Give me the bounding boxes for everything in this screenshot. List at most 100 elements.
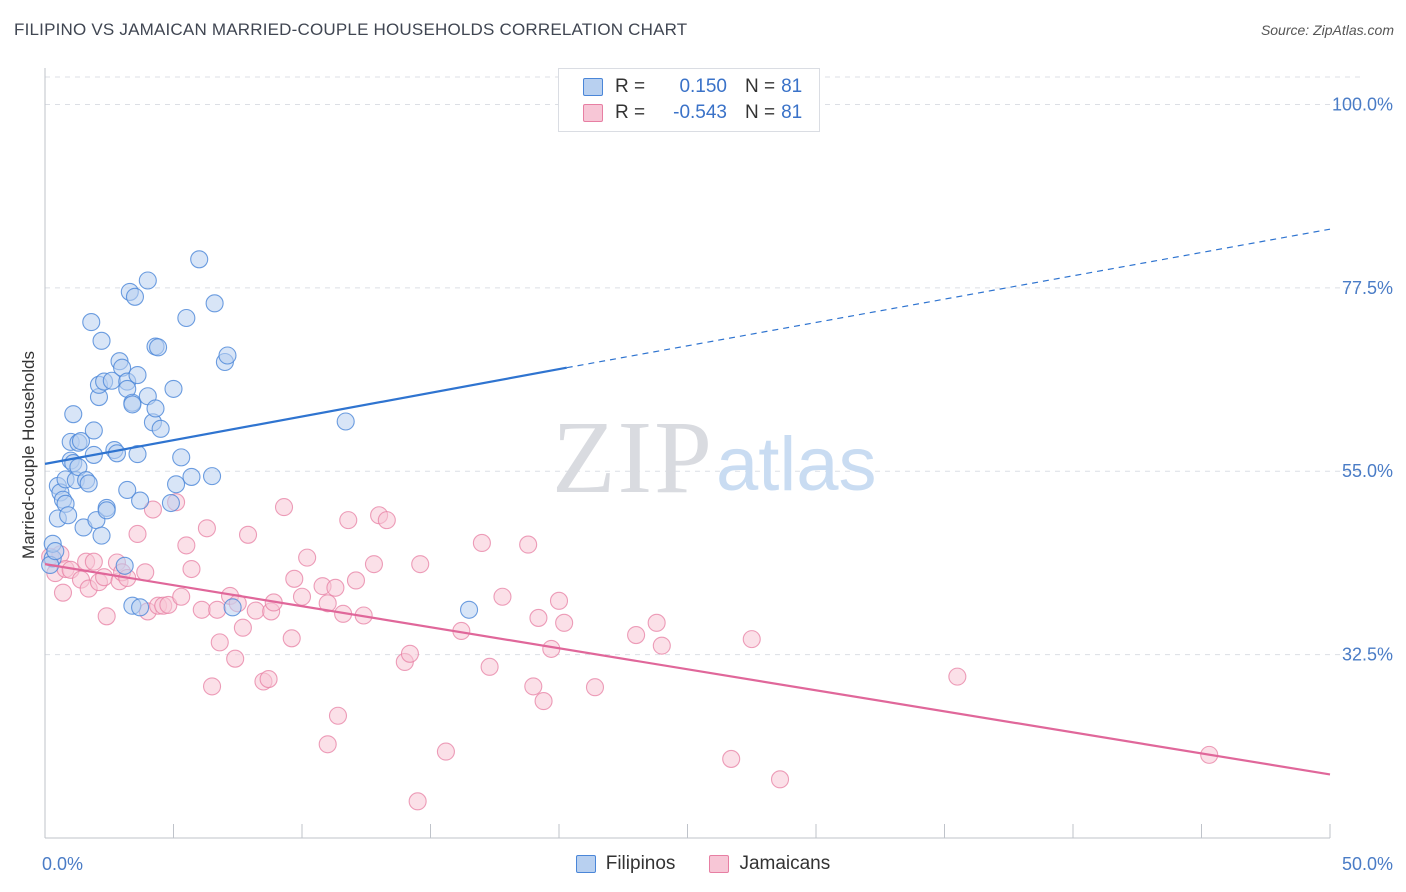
legend-label-jamaicans: Jamaicans	[739, 853, 831, 874]
filipino-point	[146, 399, 165, 418]
y-tick-label: 100.0%	[1332, 94, 1393, 114]
filipino-point	[118, 480, 137, 500]
filipino-point	[182, 467, 201, 486]
jamaican-point	[285, 569, 304, 588]
jamaicans-trend-line	[44, 563, 1331, 776]
legend-n-value: 81	[781, 102, 803, 123]
legend-item-jamaicans[interactable]: Jamaicans	[709, 853, 830, 875]
jamaican-point	[524, 677, 543, 696]
filipino-point	[131, 491, 150, 510]
jamaican-point	[197, 519, 216, 538]
jamaican-point	[318, 735, 337, 754]
filipinos-trend-extension	[566, 228, 1331, 369]
jamaican-point	[364, 555, 384, 574]
jamaican-point	[210, 633, 229, 652]
correlation-legend: R = 0.150 N = 81 R = -0.543 N = 81	[558, 68, 820, 132]
watermark-atlas: atlas	[716, 422, 877, 507]
filipino-point	[218, 346, 237, 365]
legend-r-value: 0.150	[679, 76, 727, 97]
filipino-point	[84, 421, 103, 440]
jamaican-point	[408, 792, 427, 811]
filipinos-points	[41, 250, 479, 619]
jamaican-point	[246, 601, 265, 620]
jamaican-point	[143, 500, 162, 519]
filipino-point	[64, 405, 83, 424]
jamaican-point	[259, 670, 278, 689]
jamaican-point	[585, 678, 605, 697]
y-tick-label: 55.0%	[1342, 461, 1393, 481]
jamaican-point	[627, 626, 646, 645]
jamaicans-points	[41, 493, 1219, 811]
jamaican-point	[182, 559, 201, 579]
jamaican-point	[549, 591, 569, 610]
jamaican-point	[493, 587, 512, 606]
legend-n-value: 81	[781, 76, 803, 97]
jamaican-point	[274, 498, 294, 517]
jamaican-point	[192, 600, 211, 619]
legend-r-label: R =	[615, 102, 646, 123]
filipino-point	[161, 493, 180, 513]
legend-swatch-blue	[575, 855, 596, 873]
jamaican-point	[177, 536, 196, 555]
tick-labels: 32.5% 55.0% 77.5% 100.0% 0.0% 50.0%	[42, 94, 1393, 874]
jamaican-point	[298, 548, 317, 567]
filipino-point	[79, 474, 98, 493]
filipino-point	[336, 412, 355, 431]
y-axis-label: Married-couple Households	[19, 351, 38, 559]
jamaican-point	[238, 525, 258, 544]
jamaican-point	[652, 636, 671, 655]
legend-swatch-pink	[709, 855, 730, 873]
jamaican-point	[128, 524, 147, 544]
legend-item-filipinos[interactable]: Filipinos	[575, 853, 676, 875]
filipino-point	[164, 379, 183, 398]
filipino-point	[138, 271, 157, 290]
y-tick-label: 77.5%	[1342, 278, 1393, 298]
filipino-point	[92, 526, 111, 545]
jamaican-point	[97, 607, 116, 626]
jamaican-point	[770, 770, 790, 789]
filipino-point	[92, 331, 111, 350]
jamaican-point	[722, 749, 741, 768]
filipino-point	[107, 444, 127, 463]
jamaican-point	[208, 600, 227, 619]
filipino-point	[125, 287, 144, 306]
jamaican-point	[233, 618, 252, 637]
jamaican-point	[318, 594, 337, 613]
filipino-point	[177, 308, 196, 328]
jamaican-point	[172, 587, 191, 606]
filipino-point	[149, 338, 168, 357]
gridlines	[45, 76, 1360, 656]
jamaican-point	[742, 630, 761, 649]
jamaican-point	[159, 595, 178, 614]
filipino-point	[131, 598, 150, 617]
legend-row-filipinos: R = 0.150 N = 81	[583, 75, 802, 99]
filipino-point	[97, 501, 116, 520]
jamaican-point	[948, 667, 967, 686]
legend-swatch-pink	[583, 104, 603, 122]
jamaican-point	[95, 568, 114, 587]
legend-label-filipinos: Filipinos	[605, 853, 676, 874]
axes	[44, 68, 1331, 839]
trend-lines	[44, 228, 1331, 776]
jamaican-point	[53, 583, 73, 602]
jamaican-point	[328, 706, 348, 725]
jamaican-point	[436, 742, 455, 761]
y-tick-label: 32.5%	[1342, 645, 1393, 665]
jamaican-point	[226, 649, 245, 668]
jamaican-point	[534, 692, 553, 711]
watermark: ZIP atlas	[552, 400, 877, 515]
x-tick-label: 0.0%	[42, 854, 83, 874]
legend-n-label: N =	[745, 102, 776, 123]
jamaican-point	[84, 552, 103, 571]
filipino-point	[190, 250, 209, 269]
filipino-point	[71, 432, 91, 451]
jamaican-point	[472, 533, 491, 553]
filipino-point	[205, 294, 224, 313]
filipino-point	[59, 506, 78, 525]
filipino-point	[82, 313, 101, 332]
filipino-point	[128, 365, 147, 385]
jamaican-point	[346, 571, 366, 590]
x-tick-label: 50.0%	[1342, 854, 1393, 874]
filipino-point	[203, 467, 222, 486]
